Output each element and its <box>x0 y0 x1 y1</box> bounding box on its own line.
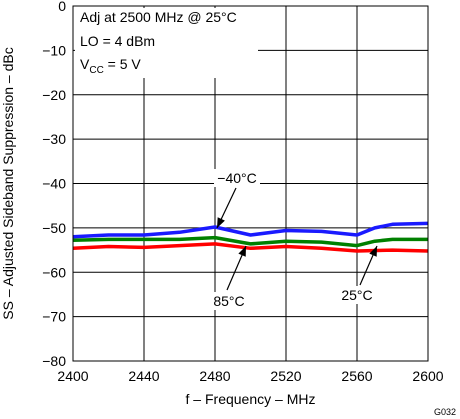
x-tick-label: 2600 <box>412 368 443 384</box>
label-background <box>214 169 260 187</box>
y-tick-label: −10 <box>42 42 66 58</box>
label-arrows <box>216 187 378 291</box>
arrow-head <box>369 246 377 257</box>
y-tick-label: −80 <box>42 353 66 369</box>
series-line <box>72 242 429 253</box>
x-tick-label: 2480 <box>199 368 230 384</box>
series-line <box>72 235 428 248</box>
series-label-minus40: −40°C <box>217 170 256 186</box>
annotation-line-1: Adj at 2500 MHz @ 25°C <box>80 9 237 25</box>
data-series <box>72 221 429 253</box>
y-tick-label: −20 <box>42 87 66 103</box>
y-tick-label: −70 <box>42 309 66 325</box>
x-axis-label: f – Frequency – MHz <box>186 391 316 407</box>
x-tick-labels: 2400 2440 2480 2520 2560 2600 <box>57 368 443 384</box>
y-tick-label: −30 <box>42 131 66 147</box>
vcc-value: = 5 V <box>104 56 142 72</box>
vcc-subscript: CC <box>89 65 103 76</box>
plot-frame <box>72 5 429 362</box>
y-tick-label: −40 <box>42 176 66 192</box>
arrow-head <box>217 217 225 228</box>
figure-id: G032 <box>434 407 456 417</box>
vcc-symbol: V <box>80 56 90 72</box>
y-tick-labels: 0 −10 −20 −30 −40 −50 −60 −70 −80 <box>42 0 66 369</box>
label-background <box>337 286 377 304</box>
y-tick-label: 0 <box>58 0 66 14</box>
x-tick-label: 2440 <box>128 368 159 384</box>
annotation-background <box>75 8 258 78</box>
series-label-85: 85°C <box>213 293 244 309</box>
annotation-line-3: VCC = 5 V <box>80 56 141 76</box>
label-background <box>209 292 249 310</box>
x-tick-label: 2520 <box>270 368 301 384</box>
arrow-head <box>238 246 246 257</box>
condition-annotation: Adj at 2500 MHz @ 25°C LO = 4 dBm VCC = … <box>75 8 258 78</box>
x-tick-label: 2400 <box>57 368 88 384</box>
annotation-line-2: LO = 4 dBm <box>80 33 155 49</box>
series-label-25: 25°C <box>341 287 372 303</box>
y-tick-label: −60 <box>42 264 66 280</box>
y-tick-label: −50 <box>42 220 66 236</box>
series-labels: −40°C 85°C 25°C <box>209 169 378 310</box>
x-tick-label: 2560 <box>341 368 372 384</box>
y-axis-label: SS – Adjusted Sideband Suppression – dBc <box>0 47 16 319</box>
series-line <box>72 221 429 239</box>
